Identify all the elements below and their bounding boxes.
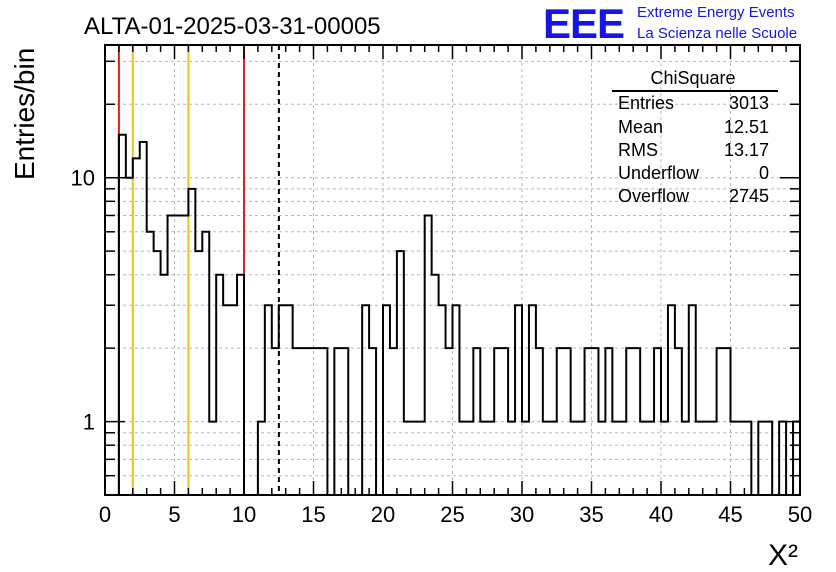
histogram-series <box>105 133 800 496</box>
stats-label: Mean <box>618 117 663 137</box>
x-axis-ticks: 0 5 10 15 20 25 30 35 40 45 50 <box>99 45 812 527</box>
y-tick-label: 10 <box>71 166 95 191</box>
logo-line-2: La Scienza nelle Scuole <box>637 25 798 42</box>
chart-title: ALTA-01-2025-03-31-00005 <box>84 13 381 40</box>
stats-label: Overflow <box>618 186 690 206</box>
x-tick-label: 45 <box>718 502 742 527</box>
stats-label: RMS <box>618 140 658 160</box>
eee-logo: EEE <box>543 0 625 47</box>
stats-value: 0 <box>759 163 769 183</box>
logo-line-1: Extreme Energy Events <box>637 4 795 21</box>
stats-value: 3013 <box>729 93 769 113</box>
reference-lines <box>117 45 280 495</box>
x-tick-label: 5 <box>168 502 180 527</box>
x-axis-label: X² <box>768 539 798 572</box>
stats-label: Underflow <box>618 163 700 183</box>
x-tick-label: 10 <box>232 502 256 527</box>
grid-lines <box>105 45 800 495</box>
x-tick-label: 50 <box>788 502 812 527</box>
x-tick-label: 20 <box>371 502 395 527</box>
x-tick-label: 30 <box>510 502 534 527</box>
stats-value: 12.51 <box>724 117 769 137</box>
stats-title: ChiSquare <box>650 68 735 88</box>
stats-value: 13.17 <box>724 140 769 160</box>
y-axis-ticks: 1 10 <box>71 60 800 477</box>
y-tick-label: 1 <box>83 410 95 435</box>
x-tick-label: 40 <box>649 502 673 527</box>
stats-box: ChiSquare Entries 3013 Mean 12.51 RMS 13… <box>612 68 778 206</box>
x-tick-label: 0 <box>99 502 111 527</box>
x-tick-label: 15 <box>301 502 325 527</box>
y-axis-label: Entries/bin <box>9 48 40 180</box>
stats-label: Entries <box>618 93 674 113</box>
x-tick-label: 25 <box>440 502 464 527</box>
stats-value: 2745 <box>729 186 769 206</box>
x-tick-label: 35 <box>579 502 603 527</box>
